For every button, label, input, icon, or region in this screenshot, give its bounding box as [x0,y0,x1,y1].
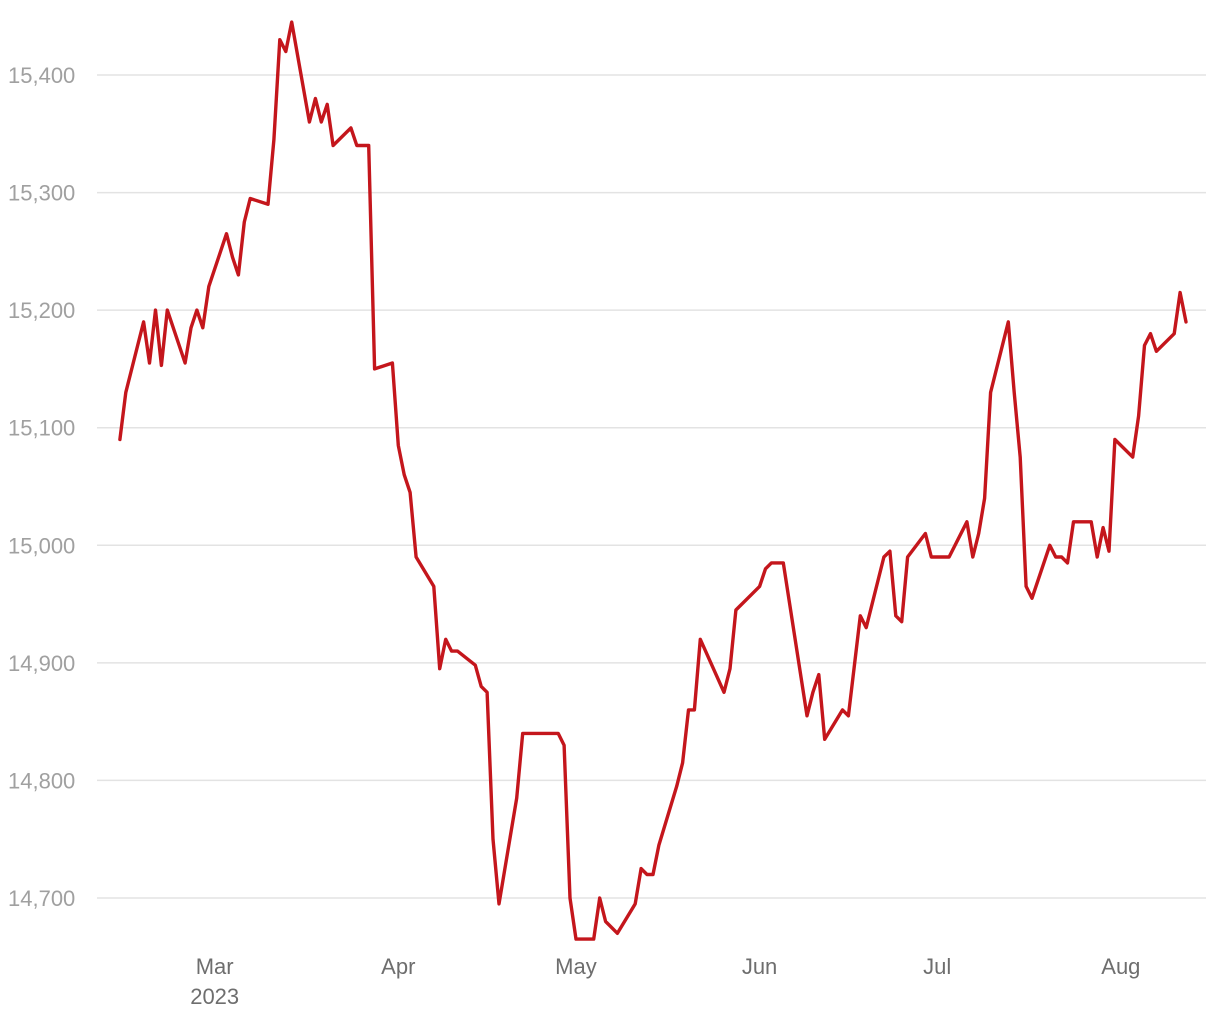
y-tick-label: 15,300 [8,181,75,206]
x-tick-label: Mar [196,954,234,979]
series-layer [118,20,1188,941]
y-axis-tick-labels: 14,700 14,800 14,900 15,000 15,100 15,200 15,3… [8,63,75,911]
x-axis-tick-labels: Mar 2023 Apr May Jun Jul Aug [190,954,1140,1009]
y-tick-label: 14,800 [8,768,75,793]
y-tick-label: 15,400 [8,63,75,88]
series-line [118,20,1188,941]
gridlines [97,74,1206,899]
x-tick-label: Aug [1101,954,1140,979]
x-tick-label: Apr [381,954,415,979]
y-tick-label: 14,900 [8,651,75,676]
y-tick-label: 14,700 [8,886,75,911]
x-tick-label: Jul [923,954,951,979]
y-tick-label: 15,200 [8,298,75,323]
x-tick-year-label: 2023 [190,984,239,1009]
y-tick-label: 15,000 [8,533,75,558]
x-tick-label: May [555,954,597,979]
y-tick-label: 15,100 [8,416,75,441]
x-tick-label: Jun [742,954,777,979]
